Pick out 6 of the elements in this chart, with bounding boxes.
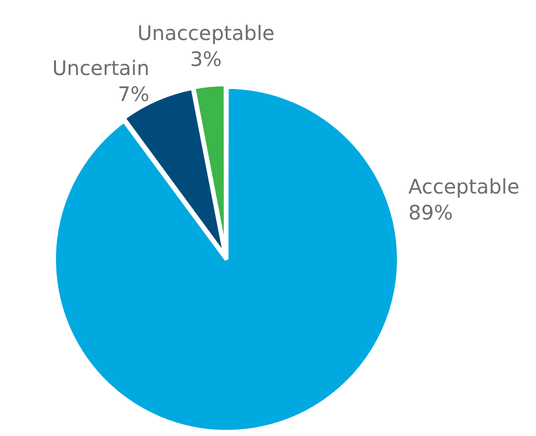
data-label: 3%	[190, 47, 222, 72]
data-label: 89%	[408, 200, 453, 225]
slice-label: Unacceptable	[137, 21, 275, 46]
slice-label: Uncertain	[52, 56, 150, 80]
slice-label: Acceptable	[408, 174, 520, 199]
data-label: 7%	[118, 82, 150, 106]
